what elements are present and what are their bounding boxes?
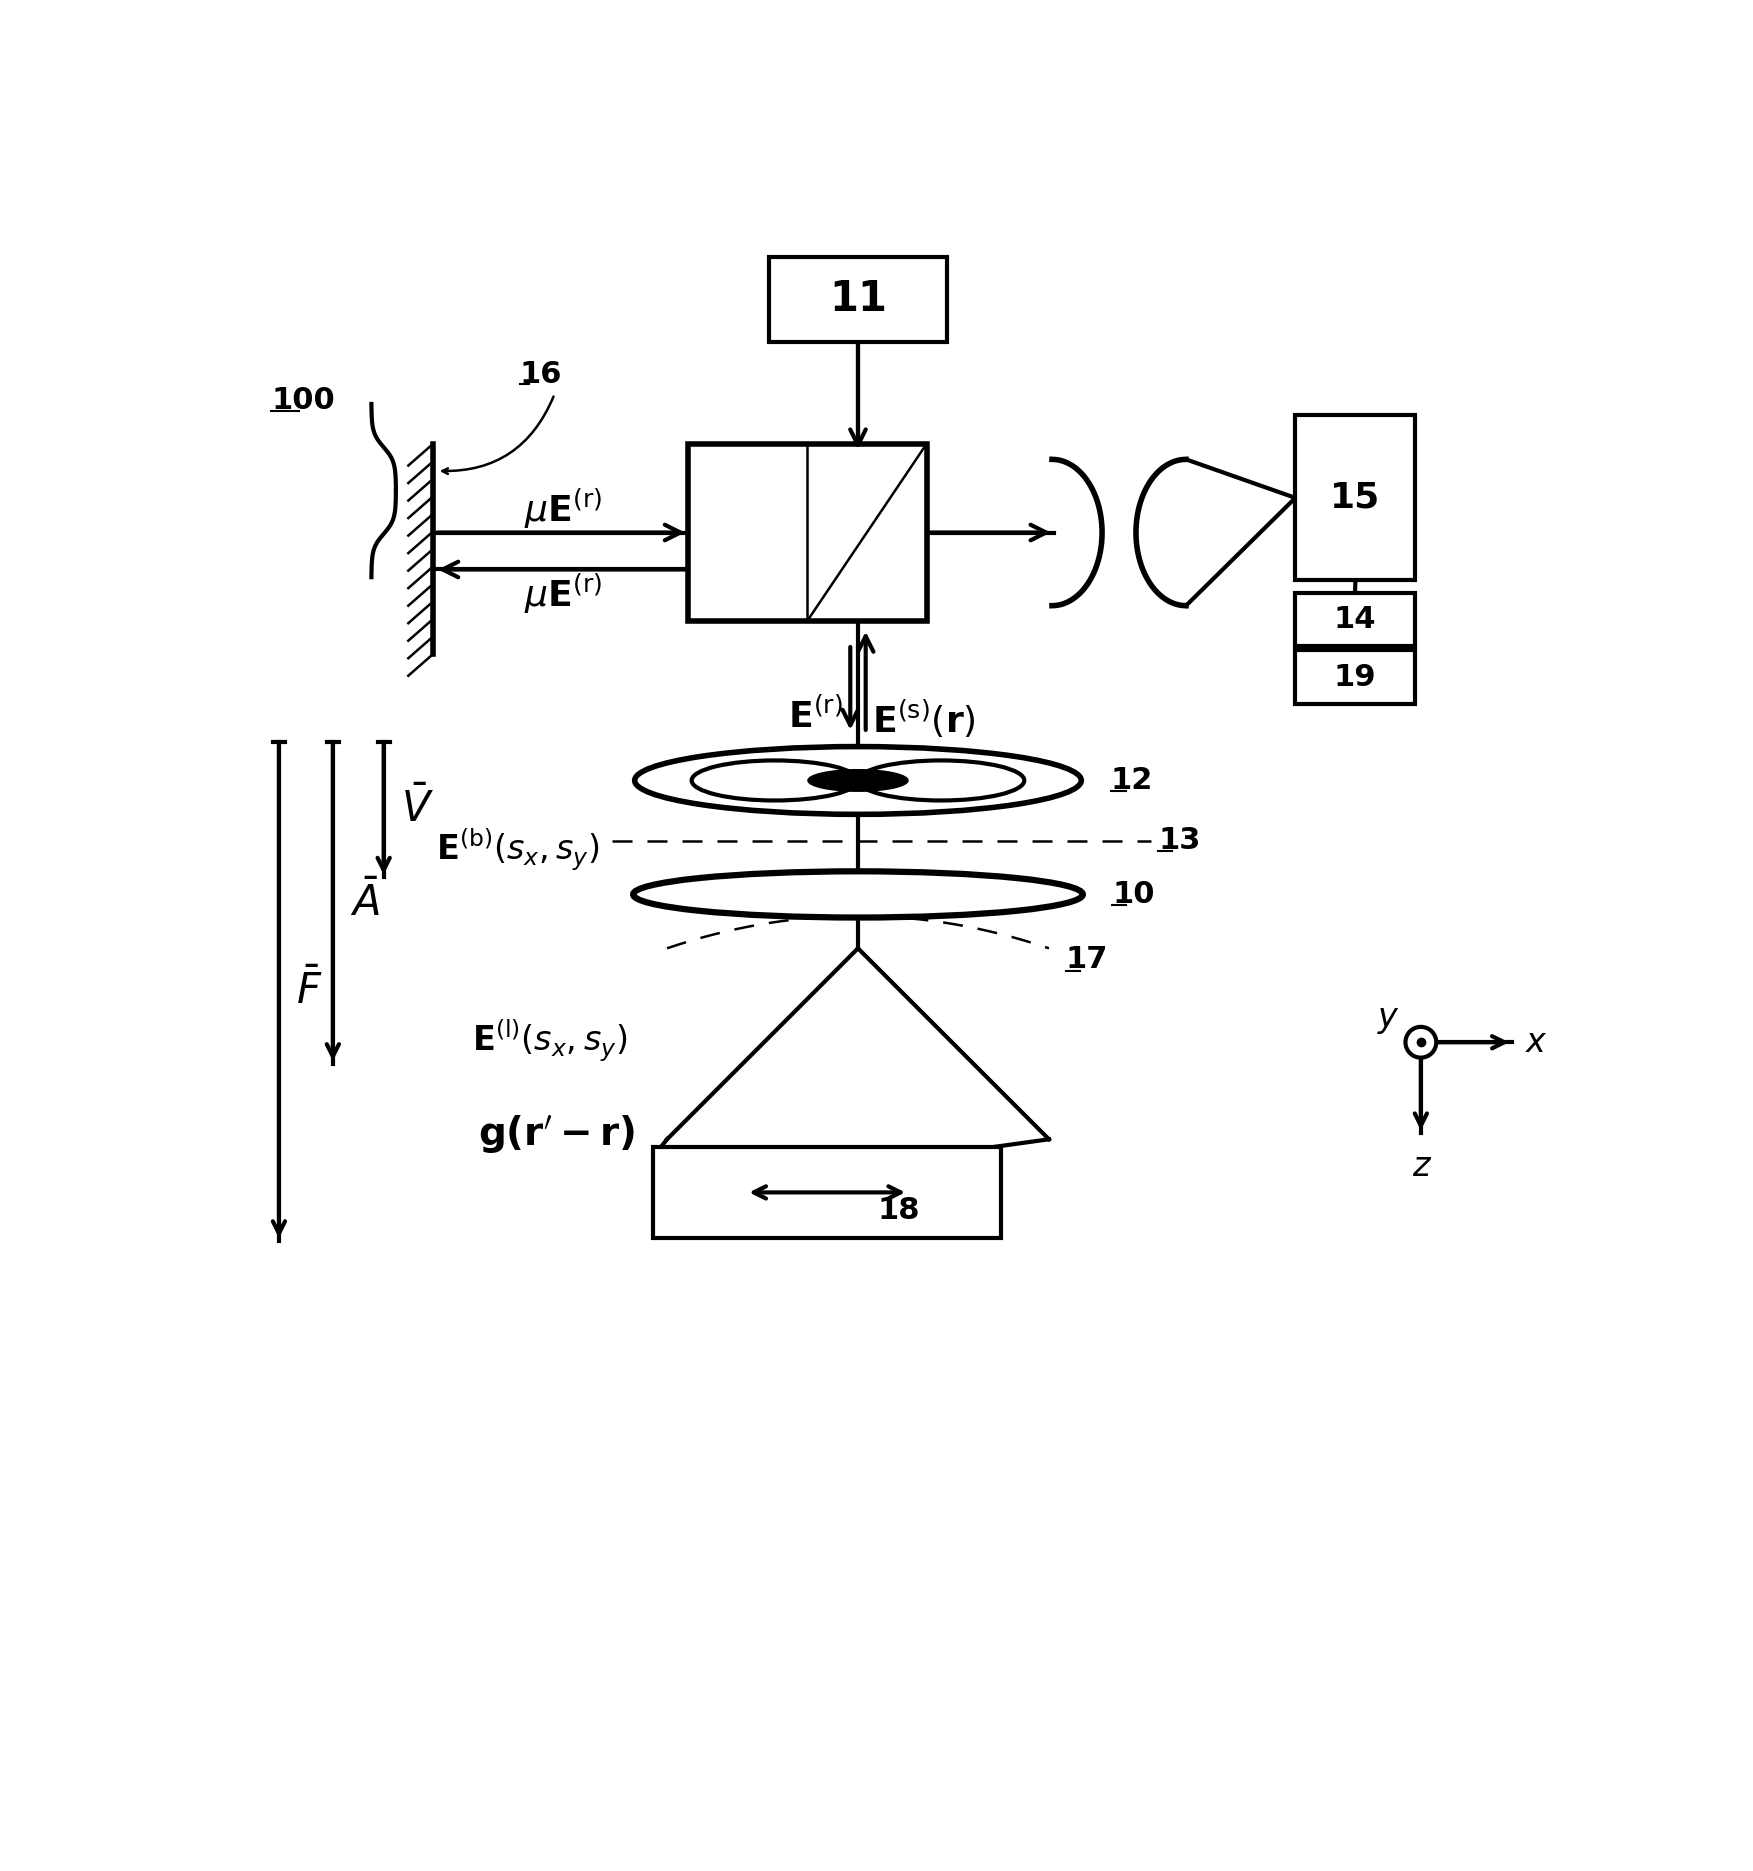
Text: 18: 18 [876, 1196, 920, 1226]
Text: $\mathbf{E}^{(\rm{s})}(\mathbf{r})$: $\mathbf{E}^{(\rm{s})}(\mathbf{r})$ [871, 698, 976, 741]
Text: 11: 11 [829, 279, 887, 320]
Ellipse shape [808, 769, 908, 791]
Text: z: z [1413, 1151, 1430, 1182]
Bar [770, 256, 947, 342]
Ellipse shape [692, 760, 857, 801]
Text: 10: 10 [1111, 879, 1155, 909]
Text: 19: 19 [1334, 662, 1376, 692]
Text: $\mathbf{g(r'-r)}$: $\mathbf{g(r'-r)}$ [479, 1113, 635, 1156]
Ellipse shape [633, 872, 1083, 917]
Bar [1295, 593, 1415, 647]
Circle shape [1406, 1027, 1436, 1057]
Text: $\mathbf{E}^{(\rm{l})}(s_x,s_y)$: $\mathbf{E}^{(\rm{l})}(s_x,s_y)$ [472, 1018, 628, 1065]
Text: $\bar{F}$: $\bar{F}$ [296, 969, 323, 1014]
Text: 15: 15 [1331, 481, 1381, 515]
Text: 100: 100 [272, 385, 335, 415]
Text: 17: 17 [1066, 945, 1108, 975]
Text: $\mu\mathbf{E}^{(\rm{r})}$: $\mu\mathbf{E}^{(\rm{r})}$ [524, 573, 603, 616]
Bar [687, 443, 927, 621]
Ellipse shape [635, 747, 1082, 814]
Text: $\bar{V}$: $\bar{V}$ [401, 788, 433, 831]
Text: x: x [1525, 1025, 1546, 1059]
Bar [1295, 415, 1415, 580]
Text: y: y [1378, 1001, 1397, 1035]
Text: $\mu\mathbf{E}^{(\rm{r})}$: $\mu\mathbf{E}^{(\rm{r})}$ [524, 486, 603, 531]
Bar [654, 1147, 1001, 1239]
Ellipse shape [857, 760, 1024, 801]
Text: 14: 14 [1334, 604, 1376, 634]
Bar [1295, 651, 1415, 703]
Text: 13: 13 [1159, 825, 1201, 855]
Text: $\bar{A}$: $\bar{A}$ [351, 881, 380, 924]
Text: $\mathbf{E}^{(\rm{b})}(s_x,s_y)$: $\mathbf{E}^{(\rm{b})}(s_x,s_y)$ [436, 827, 600, 874]
Text: 16: 16 [521, 361, 563, 389]
Text: $\mathbf{E}^{(\rm{r})}$: $\mathbf{E}^{(\rm{r})}$ [787, 698, 843, 735]
Text: 12: 12 [1111, 765, 1153, 795]
